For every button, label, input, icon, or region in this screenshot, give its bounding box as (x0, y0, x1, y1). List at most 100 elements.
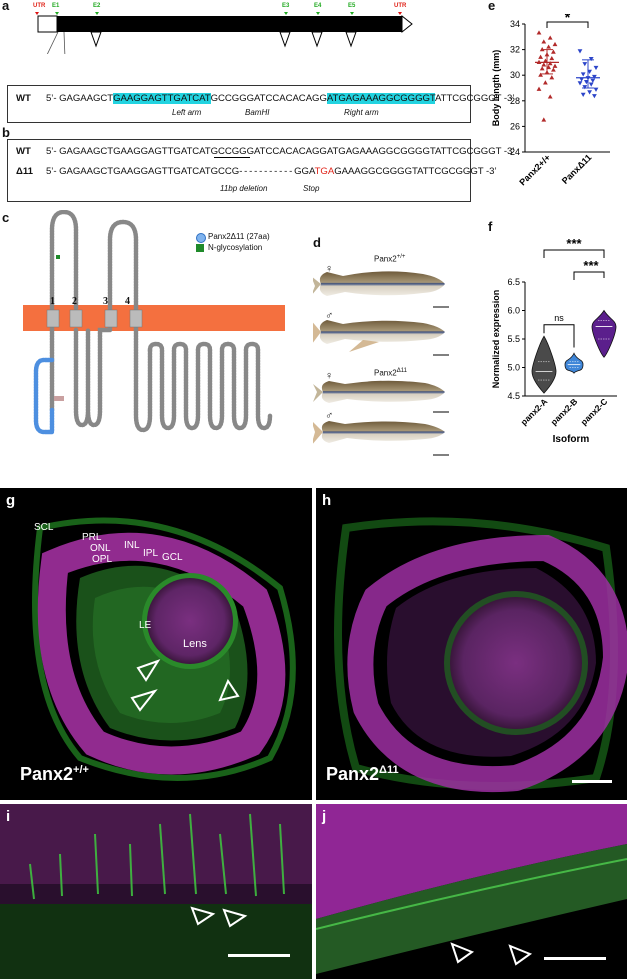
retina-image-mut (334, 517, 627, 793)
retina-image-wt (32, 517, 296, 781)
right-arm-sequence: ATGAGAAAGGCGGGGT (326, 93, 435, 104)
data-point-e (541, 39, 547, 44)
data-point-e (541, 62, 547, 67)
tm-number-3: 3 (103, 296, 108, 307)
wt-tag-a: WT (16, 93, 31, 104)
mut-prefix: 5’- GAGAAGCTGAAGGAGTTGATCATGCCG (46, 166, 240, 177)
data-point-e (580, 92, 586, 97)
panel-label-i: i (6, 808, 11, 825)
y-tick-label-e: 30 (510, 70, 520, 80)
topology-diagram (23, 210, 285, 435)
data-point-e (552, 41, 558, 47)
mut-suffix: GAAAGGCGGGGTATTCGCGGGT -3’ (334, 166, 497, 177)
violin-panx2-C (591, 309, 617, 358)
data-point-e (588, 82, 594, 87)
layer-label-prl: PRL (82, 532, 102, 543)
left-arm-label: Left arm (172, 108, 202, 117)
seq-prefix: 5’- GAGAAGCT (46, 93, 114, 104)
panel-label-b: b (2, 125, 10, 140)
x-category-label-e: PanxΔ11 (560, 152, 594, 186)
data-point-e (536, 30, 542, 35)
data-point-e (546, 44, 551, 49)
legend-nglyc-text: N-glycosylation (208, 243, 263, 252)
tm-number-4: 4 (125, 296, 130, 307)
fish-mut-male (313, 421, 445, 444)
y-tick-label-e: 32 (510, 45, 520, 55)
exon-label-e1: E1 (52, 3, 60, 9)
violin-panx2-A (531, 335, 557, 394)
violin-panx2-B (564, 352, 584, 374)
data-point-e (547, 94, 553, 99)
closeup-image-wt (0, 804, 312, 979)
data-point-e (538, 72, 543, 77)
tm-number-1: 1 (50, 296, 55, 307)
genotype-mut-label: Panx2Δ11 (374, 368, 407, 378)
body-length-chart: 24 26 28 30 32 34 Body length (mm) Panx2+/+ Panx… (491, 14, 610, 187)
layer-label-ipl: IPL (143, 548, 159, 559)
exon-label-e2: E2 (93, 3, 101, 9)
data-point-e (593, 87, 599, 92)
significance-star-e: * (565, 14, 571, 25)
x-category-label-e: Panx2+/+ (517, 152, 552, 187)
y-tick-label-e: 24 (510, 147, 520, 157)
mut-sequence-line: Δ11 5’- GAGAAGCTGAAGGAGTTGATCATGCCG------… (16, 166, 497, 177)
y-tick-label-f: 5.0 (507, 363, 520, 373)
data-point-e (587, 90, 592, 95)
fish-wt-male (313, 320, 445, 352)
retina-closeup-mut: j (316, 804, 627, 979)
bracket-a-c (543, 249, 605, 258)
data-point-e (582, 62, 588, 67)
legend-panx2d11-swatch (196, 233, 206, 243)
data-point-e (536, 86, 542, 91)
sequence-box-a: WT 5’- GAGAAGCTGAAGGAGTTGATCATGCCGGGATCCA… (7, 85, 514, 123)
x-category-label-f: panx2-B (549, 396, 580, 427)
x-axis-title-f: Isoform (553, 434, 590, 445)
sequence-box-b: WT 5’- GAGAAGCTGAAGGAGTTGATCATGCCGGGATCCA… (7, 139, 514, 202)
fish-mut-female (313, 380, 445, 403)
genotype-label-mut: Panx2Δ11 (326, 764, 399, 784)
female-symbol-wt: ♀ (325, 263, 334, 275)
data-point-e (579, 77, 584, 82)
data-point-e (592, 74, 597, 80)
data-point-e (582, 85, 588, 90)
layer-label-le: LE (139, 620, 152, 631)
panel-label-e: e (488, 0, 496, 13)
y-tick-label-f: 4.5 (507, 391, 520, 401)
layer-label-gcl: GCL (162, 552, 183, 563)
zebrafish-photos (313, 271, 449, 456)
bamhi-label: BamHI (245, 108, 270, 117)
wt-sequence-line-b: WT 5’- GAGAAGCTGAAGGAGTTGATCATGCCGGGATCCA… (16, 146, 514, 157)
x-category-label-f: panx2-A (519, 396, 550, 427)
data-point-e (547, 35, 553, 40)
panel-label-f: f (488, 219, 493, 234)
data-point-e (539, 66, 545, 71)
data-point-e (551, 49, 556, 54)
y-tick-label-e: 28 (510, 96, 520, 106)
significance-bracket-e (546, 21, 589, 28)
deletion-label: 11bp deletion (220, 184, 268, 193)
data-point-e (580, 72, 586, 77)
genotype-label-wt: Panx2+/+ (20, 764, 89, 784)
wt-tag-b: WT (16, 146, 31, 157)
bracket-label-b-c: *** (583, 258, 599, 273)
data-point-e (551, 67, 556, 72)
stop-label: Stop (303, 184, 320, 193)
layer-label-lens: Lens (183, 638, 207, 650)
layer-label-scl: SCL (34, 522, 54, 533)
data-point-e (590, 78, 596, 83)
panel-label-j: j (322, 808, 327, 825)
utr-left-label: UTR (33, 3, 46, 9)
mut-dashes: ----------- (239, 166, 295, 177)
right-arm-label: Right arm (344, 108, 379, 117)
mut-tag: Δ11 (16, 166, 33, 177)
retina-micrograph-mut: h Panx2Δ11 (316, 488, 627, 800)
left-arm-sequence: GAAGGAGTTGATCAT (113, 93, 211, 104)
data-point-e (577, 49, 583, 54)
seq-suffix: ATTCGCGGGT -3’ (435, 93, 515, 104)
female-symbol-mut: ♀ (325, 370, 334, 382)
panel-label-d: d (313, 235, 321, 250)
panel-label-h: h (322, 492, 332, 509)
retina-micrograph-wt: g SCL PRL ONL OPL INL IPL GCL LE Lens Pa… (0, 488, 312, 800)
y-tick-label-f: 6.0 (507, 306, 520, 316)
layer-label-onl: ONL (90, 543, 111, 554)
